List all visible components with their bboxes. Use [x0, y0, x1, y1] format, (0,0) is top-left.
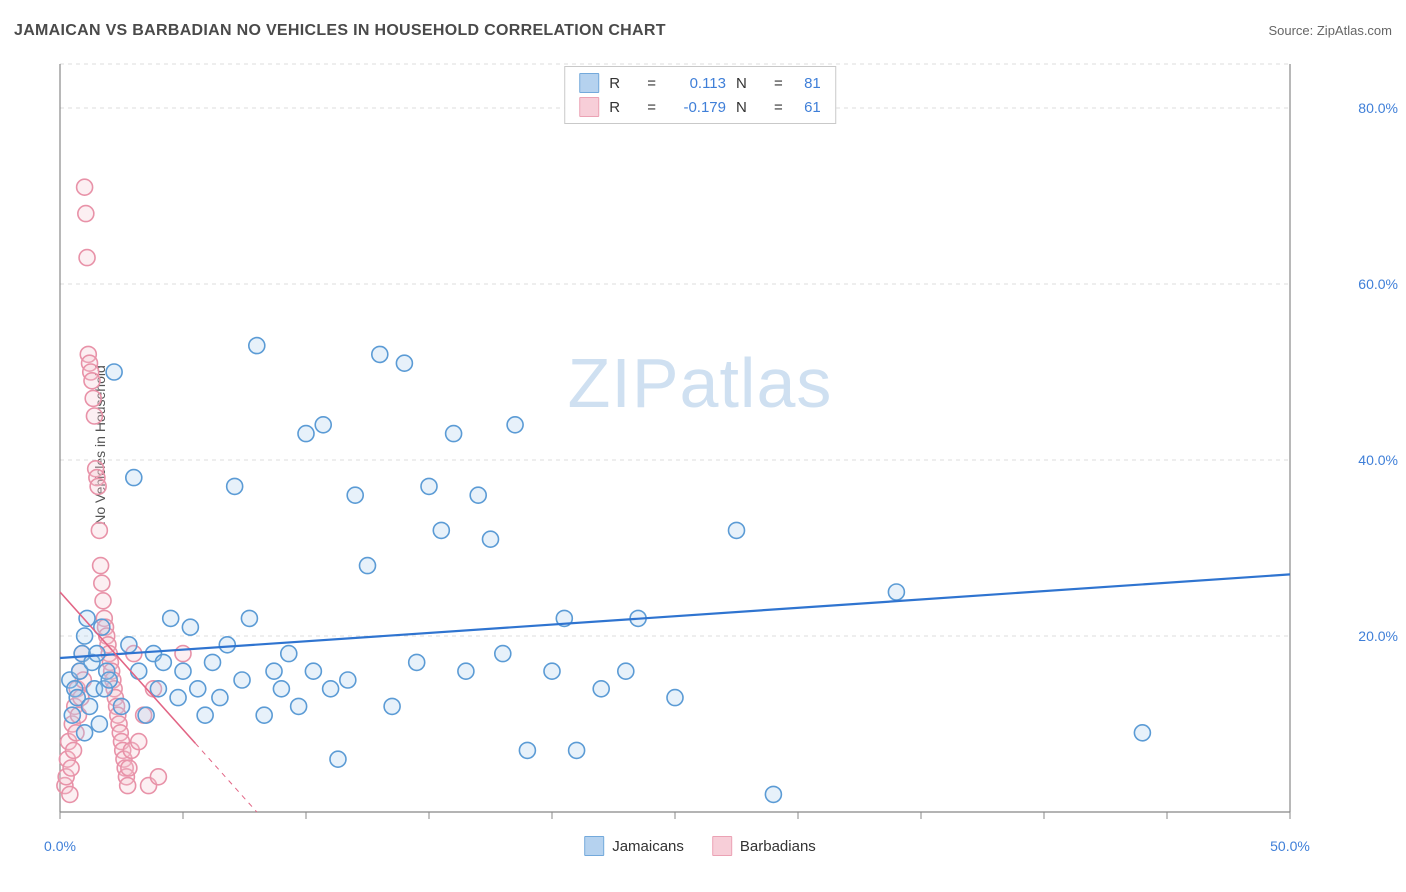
stat-N-value: 61: [793, 99, 821, 116]
y-tick-label: 80.0%: [1358, 100, 1398, 116]
legend-swatch: [579, 73, 599, 93]
legend-swatch: [712, 836, 732, 856]
series-legend-label: Barbadians: [740, 838, 816, 855]
stat-R-value: -0.179: [666, 99, 726, 116]
stat-legend-row: R=0.113N=81: [579, 71, 821, 95]
chart-title: JAMAICAN VS BARBADIAN NO VEHICLES IN HOU…: [14, 22, 666, 40]
chart-area: No Vehicles in Household ZIPatlas 20.0%4…: [50, 60, 1350, 830]
y-tick-label: 60.0%: [1358, 276, 1398, 292]
series-legend-label: Jamaicans: [612, 838, 684, 855]
source-prefix: Source:: [1268, 23, 1316, 38]
series-legend-item: Jamaicans: [584, 836, 684, 856]
stat-N-value: 81: [793, 75, 821, 92]
y-tick-label: 40.0%: [1358, 452, 1398, 468]
stat-R-value: 0.113: [666, 75, 726, 92]
legend-swatch: [584, 836, 604, 856]
y-tick-label: 20.0%: [1358, 628, 1398, 644]
stat-legend-row: R=-0.179N=61: [579, 95, 821, 119]
source-label: Source: ZipAtlas.com: [1268, 23, 1392, 38]
legend-swatch: [579, 97, 599, 117]
source-name: ZipAtlas.com: [1317, 23, 1392, 38]
header: JAMAICAN VS BARBADIAN NO VEHICLES IN HOU…: [14, 22, 1392, 40]
x-tick-label: 50.0%: [1270, 838, 1310, 854]
series-legend-item: Barbadians: [712, 836, 816, 856]
series-legend: Jamaicans Barbadians: [584, 836, 816, 856]
x-tick-label: 0.0%: [44, 838, 76, 854]
chart-container: JAMAICAN VS BARBADIAN NO VEHICLES IN HOU…: [0, 0, 1406, 892]
scatter-plot: [50, 60, 1350, 830]
correlation-legend: R=0.113N=81R=-0.179N=61: [564, 66, 836, 124]
